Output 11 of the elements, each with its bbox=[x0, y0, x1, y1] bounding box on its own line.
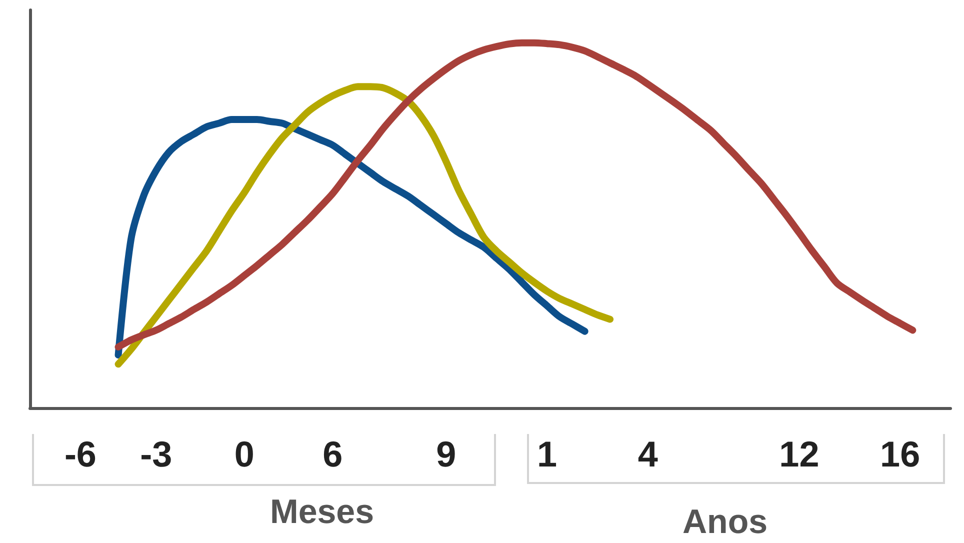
text: Meses bbox=[270, 493, 374, 531]
x-tick-label: 4 bbox=[638, 434, 658, 474]
x-tick-label: 0 bbox=[234, 434, 254, 474]
x-tick-label: 1 bbox=[536, 434, 558, 474]
x-tick-label: 9 bbox=[436, 434, 456, 474]
x-tick-label: 16 bbox=[880, 434, 920, 474]
x-tick-label: -6 bbox=[64, 434, 96, 474]
x-tick-label: 6 bbox=[322, 434, 343, 474]
x-tick-label: 12 bbox=[779, 434, 820, 474]
text: Anos bbox=[682, 503, 768, 541]
x-tick-label: -3 bbox=[140, 434, 172, 474]
